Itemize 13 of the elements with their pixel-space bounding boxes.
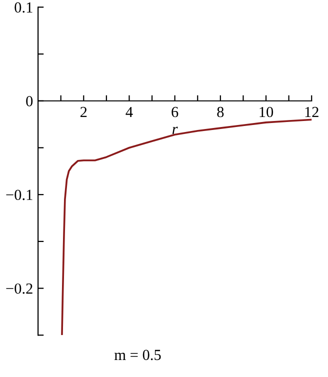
y-tick-label: −0.1: [6, 190, 32, 200]
text: m = 0.5: [114, 350, 161, 360]
x-tick-label: 8: [217, 106, 224, 118]
x-tick-label: 6: [172, 106, 178, 118]
y-tick-label: 0.1: [14, 2, 32, 13]
line-series: [61, 118, 312, 336]
x-tick-label: 10: [260, 106, 274, 118]
x-tick-label: 4: [126, 106, 133, 118]
x-axis-title: r: [172, 126, 178, 134]
y-tick-label: 0: [26, 96, 33, 106]
x-tick-label: 12: [305, 106, 318, 118]
x-tick-label: 2: [80, 106, 87, 118]
y-tick-label: −0.2: [6, 283, 32, 294]
